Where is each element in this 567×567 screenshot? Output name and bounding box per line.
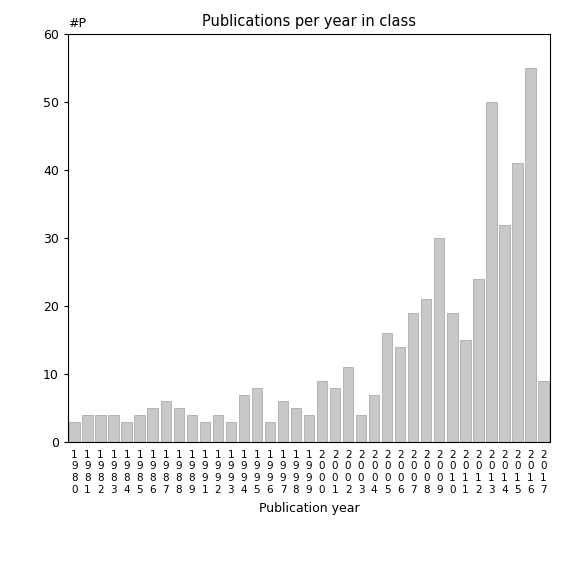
Bar (447, 313, 458, 442)
Bar (200, 422, 210, 442)
Bar (343, 367, 353, 442)
Bar (239, 395, 249, 442)
Bar (499, 225, 510, 442)
Bar (525, 68, 536, 442)
Bar (486, 102, 497, 442)
Bar (108, 415, 119, 442)
Text: #P: #P (68, 17, 86, 30)
Bar (473, 279, 484, 442)
Bar (356, 415, 366, 442)
Bar (304, 415, 314, 442)
Bar (434, 238, 445, 442)
Bar (213, 415, 223, 442)
Bar (460, 340, 471, 442)
X-axis label: Publication year: Publication year (259, 502, 359, 515)
Bar (278, 401, 288, 442)
Bar (317, 381, 327, 442)
Title: Publications per year in class: Publications per year in class (202, 14, 416, 29)
Bar (187, 415, 197, 442)
Bar (291, 408, 301, 442)
Bar (121, 422, 132, 442)
Bar (174, 408, 184, 442)
Bar (369, 395, 379, 442)
Bar (147, 408, 158, 442)
Bar (330, 388, 340, 442)
Bar (95, 415, 106, 442)
Bar (160, 401, 171, 442)
Bar (82, 415, 93, 442)
Bar (226, 422, 236, 442)
Bar (538, 381, 549, 442)
Bar (265, 422, 275, 442)
Bar (252, 388, 262, 442)
Bar (512, 163, 523, 442)
Bar (408, 313, 418, 442)
Bar (395, 347, 405, 442)
Bar (69, 422, 80, 442)
Bar (134, 415, 145, 442)
Bar (382, 333, 392, 442)
Bar (421, 299, 431, 442)
